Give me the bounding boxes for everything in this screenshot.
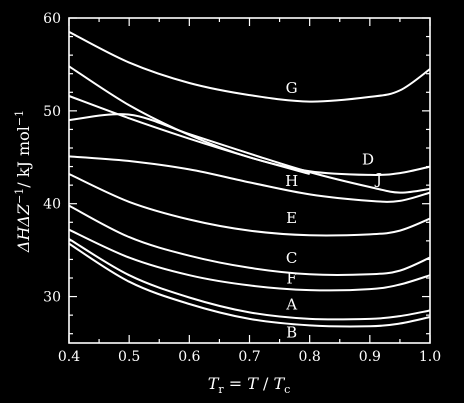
curve-label-a: A — [285, 296, 297, 314]
curve-c — [68, 204, 431, 276]
curve-label-g: G — [286, 79, 298, 97]
curve-label-d: D — [362, 151, 374, 169]
curve-d — [68, 65, 431, 176]
x-tick-label: 0.5 — [118, 349, 140, 365]
x-tick-label: 0.8 — [299, 349, 321, 365]
tick-labels: 0.4 0.5 0.6 0.7 0.8 0.9 1.0 30 40 50 60 — [43, 11, 441, 365]
curve-g — [68, 31, 431, 103]
x-axis-title: Tr = T / Tc — [208, 374, 291, 396]
curve-label-j: J — [374, 170, 382, 188]
curve-a — [68, 238, 431, 321]
curve-label-h: H — [285, 172, 298, 190]
curve-label-c: C — [286, 249, 297, 267]
x-tick-label: 1.0 — [419, 349, 441, 365]
y-axis-title: ΔHΔZ−1/ kJ mol−1 — [13, 110, 33, 253]
x-tick-label: 0.9 — [359, 349, 381, 365]
curve-j — [68, 113, 431, 194]
curve-b — [68, 242, 431, 328]
curve-label-b: B — [286, 323, 297, 341]
curve-e — [68, 173, 431, 237]
y-tick-label: 40 — [43, 197, 61, 213]
x-tick-label: 0.7 — [238, 349, 260, 365]
curve-f — [68, 228, 431, 292]
curve-label-f: F — [286, 270, 296, 288]
x-tick-label: 0.4 — [58, 349, 80, 365]
y-tick-label: 60 — [43, 11, 61, 27]
x-tick-label: 0.6 — [178, 349, 200, 365]
curve-unlabelled-4 — [68, 95, 310, 175]
curve-h — [68, 155, 431, 203]
y-tick-label: 50 — [43, 104, 61, 120]
y-tick-label: 30 — [43, 290, 61, 306]
curve-label-e: E — [286, 209, 297, 227]
curves — [68, 31, 431, 328]
